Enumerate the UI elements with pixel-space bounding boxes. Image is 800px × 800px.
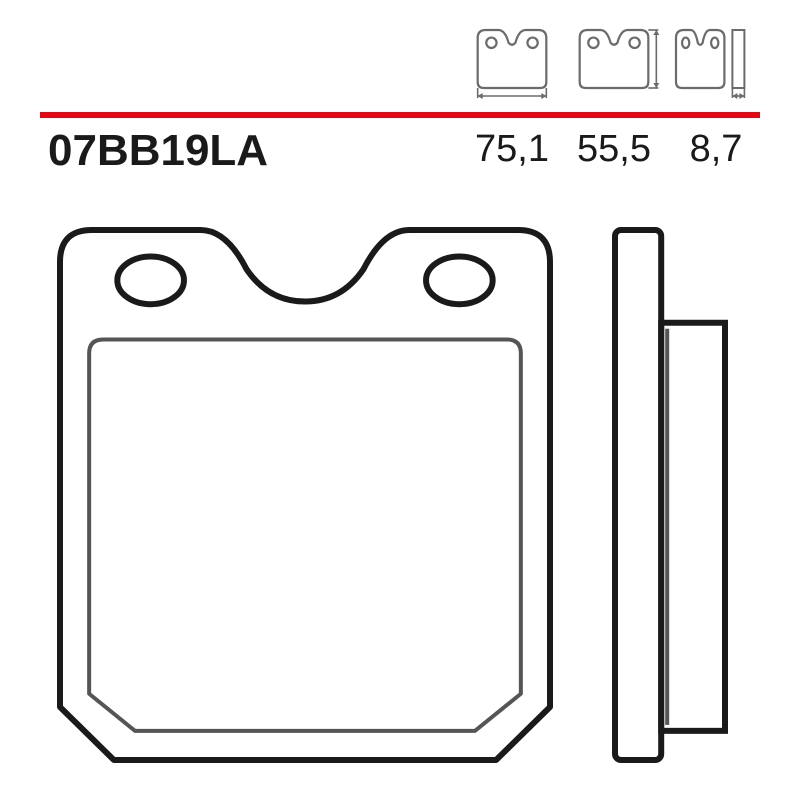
dim-thickness: 8,7 bbox=[672, 128, 760, 171]
width-icon bbox=[478, 88, 547, 99]
thickness-icon bbox=[732, 30, 744, 99]
drawing-canvas bbox=[0, 0, 800, 800]
side-view bbox=[615, 230, 725, 760]
dim-height: 55,5 bbox=[570, 128, 658, 171]
spec-sheet: { "part_number": "07BB19LA", "dimensions… bbox=[0, 0, 800, 800]
dim-width: 75,1 bbox=[468, 128, 556, 171]
height-icon bbox=[648, 30, 659, 88]
front-view bbox=[60, 230, 550, 760]
part-number: 07BB19LA bbox=[48, 126, 268, 176]
